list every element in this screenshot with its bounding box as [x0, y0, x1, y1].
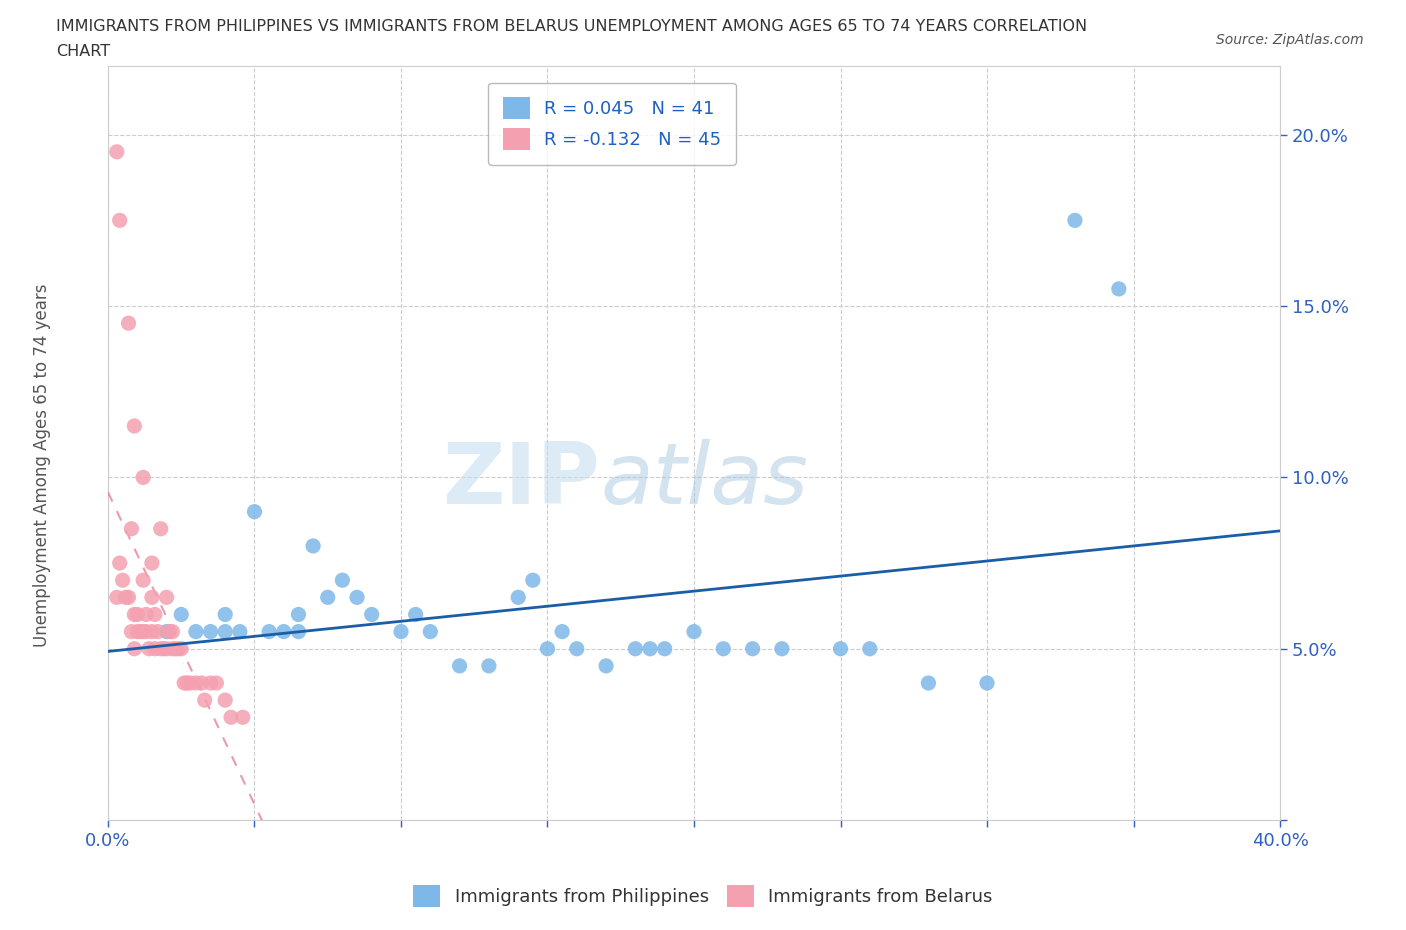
Point: [141, 624, 163, 639]
Point: [536, 642, 558, 657]
Point: [184, 624, 207, 639]
Point: [478, 658, 501, 673]
Point: [152, 642, 174, 657]
Point: [711, 642, 734, 657]
Point: [654, 642, 676, 657]
Point: [316, 590, 339, 604]
Point: [135, 607, 157, 622]
Point: [184, 675, 207, 690]
Point: [111, 573, 134, 588]
Point: [273, 624, 295, 639]
Text: Unemployment Among Ages 65 to 74 years: Unemployment Among Ages 65 to 74 years: [34, 284, 51, 646]
Text: atlas: atlas: [600, 439, 808, 523]
Point: [200, 675, 222, 690]
Point: [976, 675, 998, 690]
Point: [770, 642, 793, 657]
Point: [219, 710, 242, 724]
Point: [229, 624, 252, 639]
Point: [141, 590, 163, 604]
Point: [105, 144, 128, 159]
Point: [522, 573, 544, 588]
Point: [117, 590, 139, 604]
Point: [162, 624, 184, 639]
Point: [595, 658, 617, 673]
Point: [165, 642, 187, 657]
Point: [360, 607, 382, 622]
Legend: R = 0.045   N = 41, R = -0.132   N = 45: R = 0.045 N = 41, R = -0.132 N = 45: [488, 83, 735, 165]
Point: [170, 607, 193, 622]
Point: [127, 624, 149, 639]
Point: [141, 555, 163, 570]
Point: [114, 590, 136, 604]
Point: [1108, 282, 1130, 297]
Point: [159, 624, 181, 639]
Point: [143, 607, 166, 622]
Point: [117, 316, 139, 331]
Point: [243, 504, 266, 519]
Point: [917, 675, 939, 690]
Point: [214, 624, 236, 639]
Point: [389, 624, 412, 639]
Point: [346, 590, 368, 604]
Point: [419, 624, 441, 639]
Point: [190, 675, 212, 690]
Point: [108, 555, 131, 570]
Point: [205, 675, 228, 690]
Point: [405, 607, 427, 622]
Point: [302, 538, 325, 553]
Point: [257, 624, 280, 639]
Point: [551, 624, 574, 639]
Text: CHART: CHART: [56, 44, 110, 59]
Point: [624, 642, 647, 657]
Point: [162, 642, 184, 657]
Point: [120, 522, 142, 537]
Point: [232, 710, 254, 724]
Point: [132, 573, 155, 588]
Point: [155, 590, 177, 604]
Point: [146, 624, 169, 639]
Point: [173, 675, 195, 690]
Point: [132, 470, 155, 485]
Point: [167, 642, 190, 657]
Point: [200, 624, 222, 639]
Point: [155, 624, 177, 639]
Text: ZIP: ZIP: [443, 439, 600, 523]
Point: [120, 624, 142, 639]
Point: [179, 675, 201, 690]
Point: [149, 522, 172, 537]
Point: [214, 607, 236, 622]
Point: [170, 642, 193, 657]
Point: [1064, 213, 1087, 228]
Point: [143, 642, 166, 657]
Point: [508, 590, 530, 604]
Point: [105, 590, 128, 604]
Point: [138, 642, 160, 657]
Text: IMMIGRANTS FROM PHILIPPINES VS IMMIGRANTS FROM BELARUS UNEMPLOYMENT AMONG AGES 6: IMMIGRANTS FROM PHILIPPINES VS IMMIGRANT…: [56, 19, 1087, 33]
Legend: Immigrants from Philippines, Immigrants from Belarus: Immigrants from Philippines, Immigrants …: [404, 876, 1002, 916]
Point: [155, 642, 177, 657]
Point: [149, 642, 172, 657]
Point: [194, 693, 217, 708]
Point: [124, 642, 146, 657]
Point: [830, 642, 852, 657]
Point: [108, 213, 131, 228]
Point: [127, 607, 149, 622]
Text: Source: ZipAtlas.com: Source: ZipAtlas.com: [1216, 33, 1364, 46]
Point: [135, 624, 157, 639]
Point: [859, 642, 882, 657]
Point: [741, 642, 763, 657]
Point: [683, 624, 706, 639]
Point: [449, 658, 471, 673]
Point: [176, 675, 198, 690]
Point: [132, 624, 155, 639]
Point: [287, 624, 309, 639]
Point: [638, 642, 661, 657]
Point: [565, 642, 588, 657]
Point: [287, 607, 309, 622]
Point: [124, 418, 146, 433]
Point: [124, 607, 146, 622]
Point: [332, 573, 354, 588]
Point: [129, 624, 152, 639]
Point: [214, 693, 236, 708]
